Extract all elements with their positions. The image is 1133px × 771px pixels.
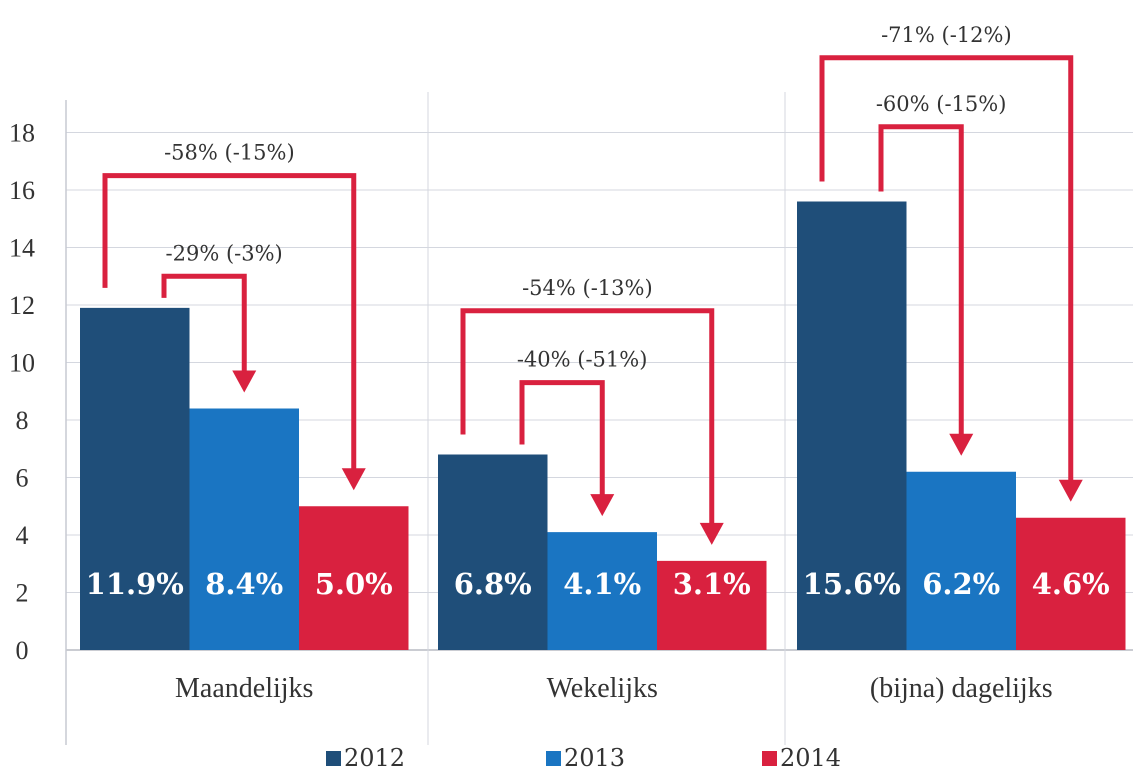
- annotation-label: -60% (-15%): [876, 92, 1007, 116]
- arrow-head: [341, 468, 366, 491]
- arrow-line: [460, 308, 715, 525]
- change-annotations: -58% (-15%) -29% (-3%) -54% (-13%) -40% (-5…: [102, 23, 1083, 545]
- annotation-label: -40% (-51%): [517, 348, 648, 372]
- annotation-arrow: -54% (-13%): [460, 276, 724, 545]
- data-label: 15.6%: [803, 567, 901, 601]
- annotation-label: -71% (-12%): [881, 23, 1012, 47]
- y-tick-label: 4: [16, 521, 29, 550]
- bar-2013-2: [906, 471, 1016, 650]
- arrow-head: [949, 433, 974, 456]
- legend-swatch: [546, 751, 561, 766]
- data-label: 6.2%: [922, 567, 1000, 601]
- y-axis: 0 2 4 6 8 10 12 14 16 18: [9, 119, 35, 666]
- x-category-label: Maandelijks: [175, 673, 313, 704]
- y-tick-label: 6: [16, 464, 29, 493]
- bars: 11.9% 6.8% 15.6% 8.4% 4.1% 6.2% 5.0% 3.1% 4.6%: [80, 201, 1126, 650]
- legend-swatch: [326, 751, 341, 766]
- data-label: 4.6%: [1032, 567, 1110, 601]
- legend-label: 2012: [344, 744, 405, 771]
- legend: 2012 2013 2014: [326, 744, 841, 771]
- y-tick-label: 0: [16, 636, 29, 665]
- annotation-arrow: -58% (-15%): [102, 141, 366, 491]
- x-axis: Maandelijks Wekelijks (bijna) dagelijks: [175, 673, 1053, 704]
- y-tick-label: 12: [9, 291, 35, 320]
- legend-item-2012: 2012: [326, 744, 405, 771]
- annotation-arrow: -29% (-3%): [161, 241, 283, 393]
- arrow-head: [699, 522, 724, 545]
- y-tick-label: 8: [16, 406, 29, 435]
- arrow-line: [519, 380, 605, 497]
- arrow-line: [161, 273, 247, 373]
- y-tick-label: 2: [16, 579, 29, 608]
- legend-label: 2014: [780, 744, 841, 771]
- arrow-head: [232, 370, 257, 393]
- y-tick-label: 10: [9, 349, 35, 378]
- legend-item-2014: 2014: [762, 744, 841, 771]
- bar-2014-0: [299, 506, 409, 650]
- data-label: 6.8%: [454, 567, 532, 601]
- y-tick-label: 16: [9, 176, 35, 205]
- legend-label: 2013: [564, 744, 625, 771]
- data-label: 8.4%: [205, 567, 283, 601]
- arrow-head: [590, 494, 615, 517]
- bar-2012-0: [80, 307, 190, 650]
- annotation-label: -54% (-13%): [522, 276, 653, 300]
- bar-2012-1: [438, 454, 548, 650]
- bar-2013-1: [547, 532, 657, 650]
- data-label: 5.0%: [315, 567, 393, 601]
- x-category-label: Wekelijks: [547, 673, 658, 704]
- annotation-label: -29% (-3%): [166, 241, 283, 265]
- bar-2012-2: [797, 201, 907, 650]
- data-label: 11.9%: [86, 567, 184, 601]
- annotation-label: -58% (-15%): [164, 141, 295, 165]
- annotation-arrow: -40% (-51%): [517, 348, 648, 517]
- bar-2013-0: [189, 408, 299, 650]
- annotation-arrow: -60% (-15%): [876, 92, 1007, 456]
- arrow-line: [878, 124, 964, 436]
- bar-2014-2: [1016, 517, 1126, 650]
- data-label: 3.1%: [673, 567, 751, 601]
- annotation-arrow: -71% (-12%): [819, 23, 1083, 502]
- bar-2014-1: [657, 560, 767, 650]
- arrow-head: [1058, 479, 1083, 502]
- legend-swatch: [762, 751, 777, 766]
- x-category-label: (bijna) dagelijks: [870, 673, 1053, 704]
- arrow-line: [819, 55, 1074, 482]
- y-tick-label: 18: [9, 119, 35, 148]
- arrow-line: [102, 173, 357, 471]
- y-tick-label: 14: [9, 234, 35, 263]
- data-label: 4.1%: [563, 567, 641, 601]
- legend-item-2013: 2013: [546, 744, 625, 771]
